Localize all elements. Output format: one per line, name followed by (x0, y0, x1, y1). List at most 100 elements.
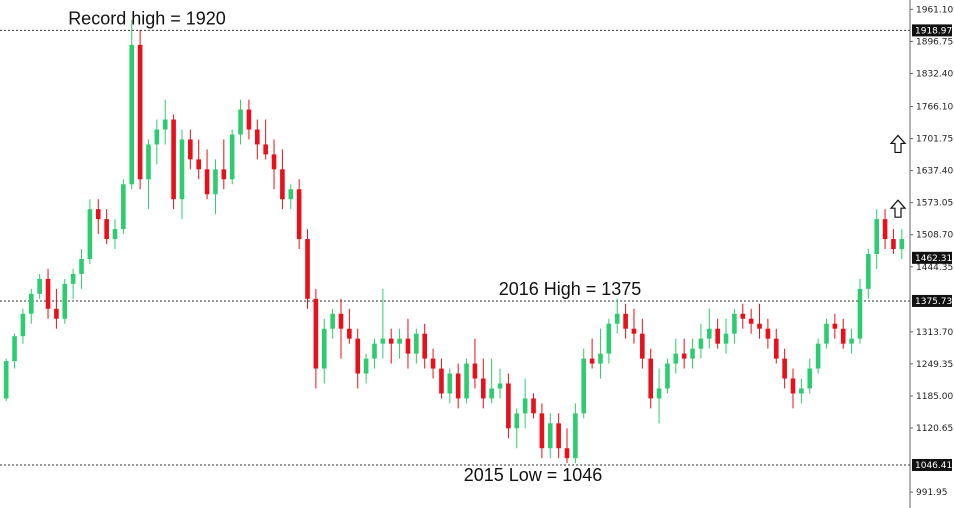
candle (614, 298, 620, 334)
candle-body (12, 336, 17, 362)
candle-body (363, 358, 369, 374)
candle (455, 363, 461, 409)
candle (3, 358, 9, 401)
candle (874, 209, 880, 269)
candle-body (70, 273, 76, 284)
candle-body (271, 154, 277, 170)
candle-body (405, 338, 411, 354)
axis-tick-label: 1832.40 (916, 70, 953, 80)
candle-body (179, 139, 185, 200)
candle (497, 368, 503, 399)
candle (79, 249, 84, 289)
candle (480, 358, 486, 409)
candle-body (522, 398, 528, 414)
candle (489, 358, 494, 404)
candle-body (539, 413, 545, 449)
candle (640, 318, 645, 369)
candle (656, 368, 662, 424)
candle (213, 159, 218, 215)
candle-body (564, 448, 570, 459)
candle (648, 348, 654, 409)
candle-body (614, 313, 620, 324)
candle (121, 179, 126, 235)
candle-body (380, 338, 386, 344)
candle (790, 368, 796, 409)
candle-body (715, 328, 720, 344)
candle-body (79, 258, 84, 274)
axis-tick-label: 1766.10 (916, 103, 953, 113)
candle-body (673, 353, 679, 364)
candle-body (263, 144, 268, 155)
candle-body (640, 333, 645, 359)
candle (95, 199, 101, 235)
candle-body (840, 328, 846, 344)
candle (757, 303, 762, 339)
candle (715, 318, 720, 349)
candle (313, 288, 319, 389)
axis-tick-label: 1961.10 (916, 5, 953, 15)
candles-layer (3, 19, 905, 464)
candle (238, 99, 243, 145)
candle (439, 358, 444, 399)
candle (840, 318, 846, 349)
axis-tick-label: 1313.70 (916, 328, 953, 338)
candle-body (757, 323, 762, 329)
candle-body (547, 423, 553, 449)
candle (129, 19, 135, 190)
candle (137, 29, 143, 190)
candle (154, 119, 160, 165)
candle (171, 114, 176, 210)
candle-body (321, 328, 327, 369)
candle (799, 378, 804, 404)
candle (899, 229, 905, 259)
candle-body (213, 169, 218, 195)
candle-body (455, 373, 461, 399)
candle (20, 308, 26, 344)
candle-body (765, 328, 771, 339)
candle-body (631, 328, 637, 334)
candle-body (3, 361, 9, 399)
candle-body (698, 338, 704, 349)
candle-body (782, 358, 787, 379)
candle (397, 328, 402, 359)
candle-body (121, 184, 126, 230)
candle-body (648, 358, 654, 399)
candle (422, 323, 428, 369)
candle-body (623, 313, 628, 329)
axis-tick-label: 1637.40 (916, 167, 953, 177)
candle (690, 338, 695, 369)
candle (589, 338, 595, 369)
candle (162, 99, 168, 145)
candle-body (740, 313, 746, 319)
candle-body (254, 129, 260, 145)
candle (866, 249, 871, 299)
candle-body (129, 44, 135, 185)
annotations: Record high = 1920 2016 High = 1375 2015 L… (68, 8, 907, 485)
candle-body (414, 333, 419, 354)
candle (70, 268, 76, 299)
candle-body (296, 189, 302, 240)
candle (62, 278, 68, 324)
candle-body (573, 413, 578, 459)
candle-body (355, 338, 361, 374)
candle-body (246, 109, 252, 130)
candle-body (104, 219, 109, 240)
candle (146, 139, 151, 210)
candle (347, 308, 352, 344)
axis-tick-label: 1249.35 (916, 360, 953, 370)
candle-body (171, 119, 176, 200)
candle-body (807, 368, 813, 389)
candle (246, 99, 252, 140)
candle (254, 119, 260, 160)
candle-body (681, 353, 687, 359)
candle (28, 288, 34, 324)
candle (221, 139, 227, 190)
axis-tick-label: 991.95 (916, 488, 948, 498)
candle-body (480, 378, 486, 399)
candle-body (280, 169, 285, 200)
candle-body (665, 363, 670, 389)
candle-body (472, 363, 478, 379)
price-box-label: 1918.97 (915, 26, 952, 36)
candle-body (506, 383, 511, 429)
level-label: 2016 High = 1375 (499, 279, 642, 299)
